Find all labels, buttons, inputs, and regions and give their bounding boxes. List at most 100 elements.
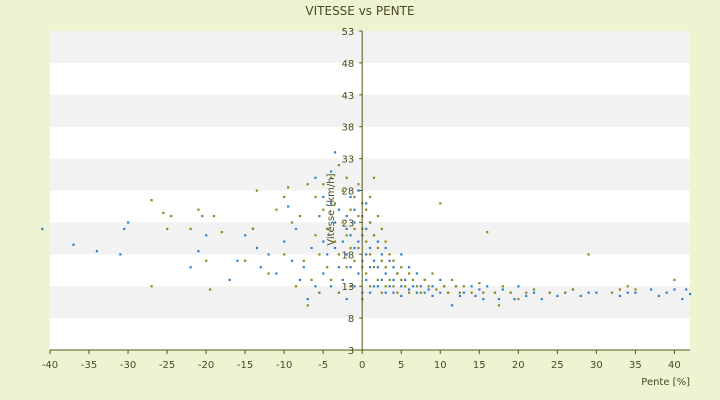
data-point-series-2 [369, 195, 372, 199]
data-point-series-2 [337, 291, 340, 294]
data-point-series-1 [302, 266, 305, 269]
data-point-series-2 [326, 227, 329, 230]
data-point-series-2 [275, 208, 278, 211]
data-point-series-1 [513, 298, 516, 301]
data-point-series-2 [345, 266, 348, 269]
data-point-series-2 [306, 304, 309, 307]
data-point-series-1 [474, 294, 477, 297]
data-point-series-2 [283, 253, 286, 256]
data-point-series-1 [310, 246, 313, 250]
grid-band [50, 126, 690, 159]
data-point-series-1 [369, 291, 372, 294]
data-point-series-1 [189, 266, 192, 269]
data-point-series-1 [349, 195, 352, 199]
data-point-series-1 [470, 285, 473, 288]
data-point-series-1 [345, 227, 348, 230]
data-point-series-1 [353, 208, 356, 211]
x-tick-label: 25 [551, 360, 564, 371]
x-tick-label: -10 [276, 360, 292, 371]
data-point-series-1 [634, 291, 637, 294]
data-point-series-1 [376, 240, 379, 243]
data-point-series-2 [353, 227, 356, 230]
data-point-series-1 [384, 291, 387, 294]
data-point-series-2 [482, 291, 485, 294]
data-point-series-2 [376, 215, 379, 218]
grid-band [50, 158, 690, 191]
data-point-series-2 [435, 288, 438, 291]
data-point-series-2 [380, 227, 383, 230]
data-point-series-2 [392, 285, 395, 288]
x-tick-label: -5 [318, 360, 328, 371]
data-point-series-2 [318, 253, 321, 256]
data-point-series-1 [41, 227, 44, 230]
data-point-series-2 [314, 195, 317, 199]
data-point-series-2 [244, 259, 247, 262]
data-point-series-1 [333, 151, 337, 154]
data-point-series-2 [497, 304, 500, 307]
data-point-series-1 [384, 272, 387, 275]
data-point-series-2 [291, 221, 294, 224]
data-point-series-1 [298, 278, 301, 281]
data-point-series-2 [337, 253, 340, 256]
data-point-series-1 [618, 294, 621, 297]
data-point-series-2 [451, 278, 454, 281]
data-point-series-2 [486, 231, 489, 234]
data-point-series-1 [451, 304, 454, 307]
data-point-series-1 [626, 291, 629, 294]
data-point-series-1 [673, 288, 676, 291]
data-point-series-1 [400, 294, 403, 297]
data-point-series-1 [517, 285, 520, 288]
data-point-series-2 [384, 285, 387, 288]
x-tick-label: 10 [434, 360, 447, 371]
grid-band [50, 222, 690, 255]
data-point-series-2 [357, 215, 360, 218]
data-point-series-2 [587, 253, 590, 256]
data-point-series-1 [689, 292, 692, 296]
data-point-series-2 [150, 199, 153, 202]
x-tick-label: 15 [473, 360, 486, 371]
data-point-series-1 [322, 240, 325, 243]
x-tick-label: 35 [629, 360, 642, 371]
data-point-series-2 [611, 291, 614, 294]
data-point-series-1 [392, 278, 395, 281]
x-tick-label: 40 [668, 360, 681, 371]
data-point-series-2 [251, 227, 255, 230]
data-point-series-2 [400, 266, 403, 269]
data-point-series-1 [267, 253, 270, 256]
data-point-series-1 [330, 202, 333, 205]
data-point-series-2 [388, 278, 391, 281]
data-point-series-1 [665, 291, 668, 294]
y-tick-label: 3 [348, 346, 354, 357]
data-point-series-1 [287, 205, 290, 208]
data-point-series-1 [330, 170, 333, 173]
data-point-series-1 [314, 176, 317, 179]
data-point-series-2 [369, 285, 372, 288]
data-point-series-2 [380, 291, 383, 294]
data-point-series-1 [353, 246, 356, 250]
y-tick-label: 13 [341, 282, 354, 293]
x-tick-labels: -40 -35 -30 -25 -20 -15 -10 -5 0 5 10 15 20 25 30 35 40 [42, 350, 681, 371]
data-point-series-1 [408, 266, 411, 269]
data-points [41, 151, 692, 307]
data-point-series-2 [400, 278, 403, 281]
data-point-series-1 [372, 259, 376, 262]
data-point-series-1 [415, 291, 418, 294]
data-point-series-1 [458, 294, 461, 297]
x-axis-label: Pente [%] [641, 377, 690, 388]
data-point-series-2 [287, 186, 290, 189]
data-point-series-2 [564, 291, 567, 294]
data-point-series-1 [540, 298, 543, 301]
data-point-series-1 [376, 285, 379, 288]
y-tick-label: 33 [341, 155, 354, 166]
data-point-series-2 [170, 215, 173, 218]
data-point-series-1 [427, 288, 430, 291]
data-point-series-1 [119, 253, 122, 256]
data-point-series-2 [333, 240, 337, 243]
data-point-series-1 [369, 266, 372, 269]
data-point-series-1 [205, 234, 208, 237]
grid-band [50, 254, 690, 287]
data-point-series-1 [123, 227, 126, 230]
data-point-series-1 [306, 298, 309, 301]
